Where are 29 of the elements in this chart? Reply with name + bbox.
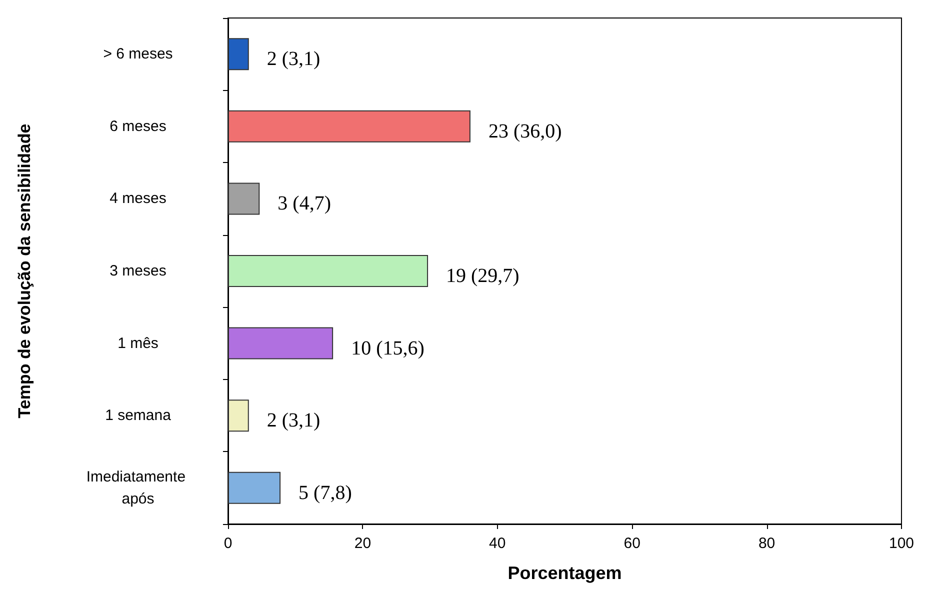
x-tick-label: 40 [489,535,506,552]
bar [228,472,281,504]
y-tick-label: 4 meses [110,190,166,208]
data-label: 3 (4,7) [278,192,331,215]
bar [228,400,249,432]
bar [228,182,260,215]
y-tick-label: 1 semana [105,407,172,424]
bar [228,110,470,142]
bar [228,38,249,70]
y-tick-label: 3 meses [110,262,166,280]
bar [228,327,334,360]
x-tick-label: 100 [888,535,914,552]
x-tick-label: 80 [758,535,776,552]
y-tick-label: > 6 meses [103,46,173,63]
data-label: 2 (3,1) [266,48,320,70]
bar [228,255,428,287]
x-tick-label: 60 [624,535,640,552]
y-axis-title: Tempo de evolução da sensibilidade [15,124,34,418]
y-tick-label: 1 mês [118,334,158,352]
x-axis-title: Porcentagem [508,563,622,583]
x-tick-label: 20 [354,535,372,552]
y-tick-label: 6 meses [110,118,166,135]
y-tick-label: Imediatamente após [86,468,190,508]
data-label: 19 (29,7) [446,265,520,287]
data-label: 2 (3,1) [266,410,320,432]
data-label: 23 (36,0) [488,120,562,142]
x-tick-label: 0 [224,535,232,552]
data-label: 5 (7,8) [298,482,352,504]
data-label: 10 (15,6) [351,337,424,360]
